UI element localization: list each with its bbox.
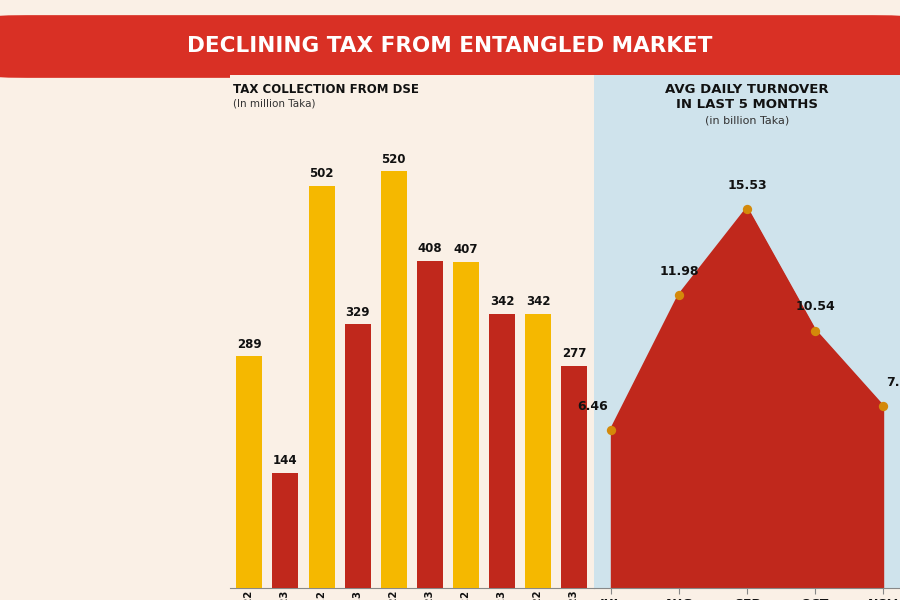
Point bbox=[876, 401, 890, 411]
Point bbox=[671, 290, 686, 300]
Text: (in billion Taka): (in billion Taka) bbox=[705, 115, 789, 125]
Bar bbox=[489, 314, 515, 588]
Text: 144: 144 bbox=[273, 454, 298, 467]
Bar bbox=[345, 324, 371, 588]
Text: 6.46: 6.46 bbox=[577, 400, 608, 413]
Text: 502: 502 bbox=[310, 167, 334, 180]
Bar bbox=[237, 356, 262, 588]
Point bbox=[808, 326, 823, 335]
Bar bbox=[309, 185, 335, 588]
Bar bbox=[381, 171, 407, 588]
Text: 15.53: 15.53 bbox=[727, 179, 767, 191]
Text: 289: 289 bbox=[237, 338, 262, 351]
Text: 10.54: 10.54 bbox=[795, 301, 835, 313]
Bar bbox=[453, 262, 479, 588]
Text: (In million Taka): (In million Taka) bbox=[233, 98, 316, 108]
Text: 342: 342 bbox=[526, 295, 550, 308]
Bar bbox=[273, 473, 299, 588]
Text: 408: 408 bbox=[418, 242, 442, 256]
Text: DECLINING TAX FROM ENTANGLED MARKET: DECLINING TAX FROM ENTANGLED MARKET bbox=[187, 37, 713, 56]
FancyBboxPatch shape bbox=[0, 15, 900, 78]
Text: IN LAST 5 MONTHS: IN LAST 5 MONTHS bbox=[676, 98, 818, 111]
Text: 7.43: 7.43 bbox=[886, 376, 900, 389]
Text: 407: 407 bbox=[454, 243, 478, 256]
Point bbox=[740, 204, 754, 214]
Bar bbox=[562, 366, 587, 588]
Text: 277: 277 bbox=[562, 347, 586, 361]
Text: 11.98: 11.98 bbox=[659, 265, 698, 278]
Point bbox=[604, 425, 618, 435]
Text: 329: 329 bbox=[346, 305, 370, 319]
Bar bbox=[417, 261, 443, 588]
Text: AVG DAILY TURNOVER: AVG DAILY TURNOVER bbox=[665, 83, 829, 95]
Bar bbox=[525, 314, 551, 588]
Text: TAX COLLECTION FROM DSE: TAX COLLECTION FROM DSE bbox=[233, 83, 419, 95]
Text: 520: 520 bbox=[382, 152, 406, 166]
Text: 342: 342 bbox=[490, 295, 514, 308]
